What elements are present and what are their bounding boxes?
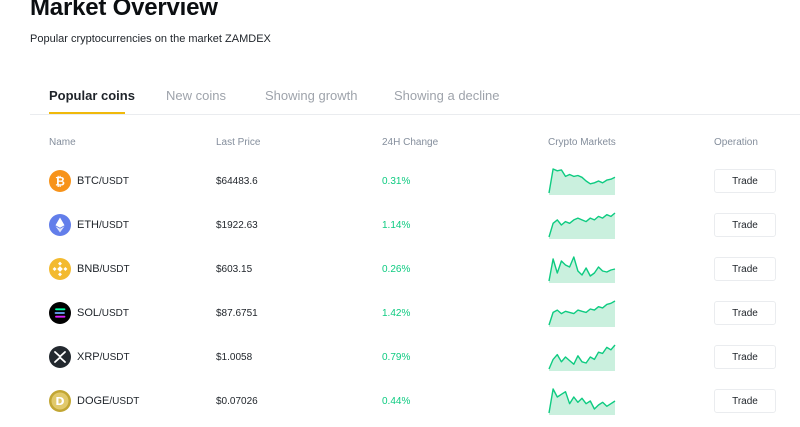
24h-change: 1.14% [382,220,411,231]
tab-new-coins[interactable]: New coins [166,88,226,103]
tab-showing-growth[interactable]: Showing growth [265,88,358,103]
base-symbol: ETH [77,219,99,231]
table-row[interactable]: ETH/USDT $1922.63 1.14% Trade [0,203,800,247]
xrp-icon [49,346,71,368]
svg-text:D: D [55,395,64,408]
base-symbol: DOGE [77,395,110,407]
svg-text:₿: ₿ [55,175,65,189]
market-tabs: Popular coins New coins Showing growth S… [30,80,800,115]
price-sparkline [548,299,616,327]
last-price: $0.07026 [216,396,258,407]
price-sparkline [548,167,616,195]
eth-icon [49,214,71,236]
table-row[interactable]: SOL/USDT $87.6751 1.42% Trade [0,291,800,335]
trading-pair: BTC/USDT [77,175,129,187]
last-price: $1.0058 [216,352,253,363]
base-symbol: XRP [77,351,100,363]
quote-symbol: /USDT [99,176,129,187]
base-symbol: BTC [77,175,99,187]
price-sparkline [548,343,616,371]
trading-pair: XRP/USDT [77,351,130,363]
24h-change: 1.42% [382,308,411,319]
trading-pair: SOL/USDT [77,307,129,319]
tab-showing-decline[interactable]: Showing a decline [394,88,500,103]
column-header-crypto-markets: Crypto Markets [548,137,616,148]
quote-symbol: /USDT [99,220,129,231]
trade-button[interactable]: Trade [714,345,776,369]
base-symbol: BNB [77,263,100,275]
btc-icon: ₿ [49,170,71,192]
24h-change: 0.31% [382,176,411,187]
24h-change: 0.44% [382,396,411,407]
trading-pair: DOGE/USDT [77,395,139,407]
table-row[interactable]: ₿ BTC/USDT $64483.6 0.31% Trade [0,159,800,203]
trade-button[interactable]: Trade [714,213,776,237]
24h-change: 0.79% [382,352,411,363]
column-header-24h-change: 24H Change [382,137,439,148]
active-tab-indicator [49,112,125,114]
page-title: Market Overview [30,0,218,21]
table-row[interactable]: D DOGE/USDT $0.07026 0.44% Trade [0,379,800,423]
price-sparkline [548,387,616,415]
trading-pair: ETH/USDT [77,219,129,231]
quote-symbol: /USDT [109,396,140,407]
quote-symbol: /USDT [99,352,130,363]
column-header-last-price: Last Price [216,137,261,148]
base-symbol: SOL [77,307,100,319]
doge-icon: D [49,390,71,412]
column-header-operation: Operation [714,137,758,148]
table-row[interactable]: BNB/USDT $603.15 0.26% Trade [0,247,800,291]
price-sparkline [548,211,616,239]
price-sparkline [548,255,616,283]
trade-button[interactable]: Trade [714,301,776,325]
last-price: $603.15 [216,264,253,275]
column-header-name: Name [49,137,76,148]
24h-change: 0.26% [382,264,411,275]
last-price: $87.6751 [216,308,258,319]
quote-symbol: /USDT [99,264,130,275]
last-price: $1922.63 [216,220,258,231]
trade-button[interactable]: Trade [714,169,776,193]
sol-icon [49,302,71,324]
trade-button[interactable]: Trade [714,257,776,281]
tab-popular-coins[interactable]: Popular coins [49,88,135,103]
quote-symbol: /USDT [99,308,130,319]
trade-button[interactable]: Trade [714,389,776,413]
table-row[interactable]: XRP/USDT $1.0058 0.79% Trade [0,335,800,379]
bnb-icon [49,258,71,280]
trading-pair: BNB/USDT [77,263,130,275]
page-subtitle: Popular cryptocurrencies on the market Z… [30,33,271,45]
last-price: $64483.6 [216,176,258,187]
